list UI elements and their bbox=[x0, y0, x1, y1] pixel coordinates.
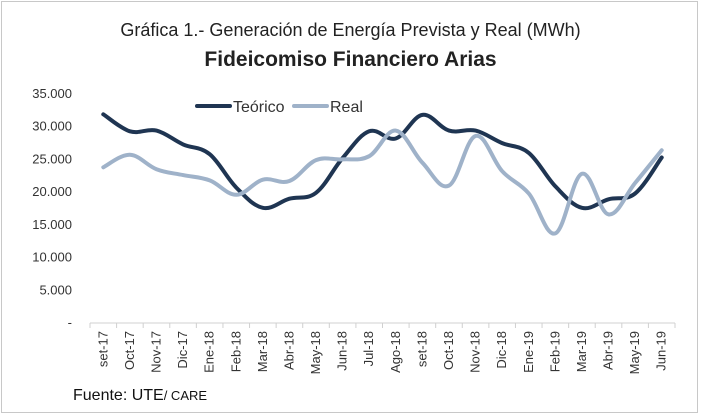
y-tick-label: - bbox=[68, 315, 72, 330]
source-label: Fuente: UTE bbox=[73, 387, 164, 404]
y-tick-label: 10.000 bbox=[32, 250, 72, 265]
y-tick-label: 35.000 bbox=[32, 86, 72, 101]
y-tick-label: 30.000 bbox=[32, 119, 72, 134]
x-tick-label: set-17 bbox=[95, 331, 110, 367]
x-tick-label: Jun-19 bbox=[654, 331, 669, 371]
source-suffix: / CARE bbox=[163, 388, 208, 403]
x-tick-label: May-18 bbox=[308, 331, 323, 374]
x-tick-label: Nov-17 bbox=[148, 331, 163, 373]
y-tick-label: 5.000 bbox=[39, 282, 72, 297]
x-axis: set-17 Oct-17 Nov-17 Dic-17 Ene-18 Feb-18 Mar-… bbox=[89, 322, 676, 374]
series-line-real bbox=[101, 128, 664, 236]
x-tick-label: Feb-19 bbox=[547, 331, 562, 372]
x-tick-label: Ago-18 bbox=[388, 331, 403, 373]
x-tick-label: Abr-18 bbox=[281, 331, 296, 370]
x-tick-label: Mar-18 bbox=[255, 331, 270, 372]
legend: Teórico Real bbox=[195, 99, 363, 116]
x-tick-label: Oct-18 bbox=[441, 331, 456, 370]
x-tick-label: Mar-19 bbox=[574, 331, 589, 372]
x-tick-label: set-18 bbox=[414, 331, 429, 367]
x-tick-label: Ene-18 bbox=[202, 331, 217, 373]
legend-label: Real bbox=[330, 99, 363, 116]
x-tick-label: Nov-18 bbox=[468, 331, 483, 373]
source-note: Fuente: UTE/ CARE bbox=[73, 387, 207, 405]
y-tick-label: 25.000 bbox=[32, 151, 72, 166]
series-lines bbox=[101, 112, 664, 236]
x-tick-label: Jul-18 bbox=[361, 331, 376, 366]
legend-label: Teórico bbox=[233, 99, 285, 116]
series-line-teorico bbox=[101, 112, 664, 211]
x-tick-label: Dic-18 bbox=[494, 331, 509, 369]
y-tick-label: 15.000 bbox=[32, 217, 72, 232]
chart-title: Gráfica 1.- Generación de Energía Previs… bbox=[120, 20, 581, 40]
x-tick-label: Jun-18 bbox=[335, 331, 350, 371]
x-tick-label: Feb-18 bbox=[228, 331, 243, 372]
chart-subtitle: Fideicomiso Financiero Arias bbox=[204, 48, 497, 71]
x-tick-label: Abr-19 bbox=[601, 331, 616, 370]
y-axis-labels: - 5.000 10.000 15.000 20.000 25.000 30.000 35.0… bbox=[32, 86, 72, 330]
x-tick-label: Dic-17 bbox=[175, 331, 190, 369]
x-tick-label: Oct-17 bbox=[122, 331, 137, 370]
x-tick-label: May-19 bbox=[627, 331, 642, 374]
x-tick-label: Ene-19 bbox=[521, 331, 536, 373]
y-tick-label: 20.000 bbox=[32, 184, 72, 199]
